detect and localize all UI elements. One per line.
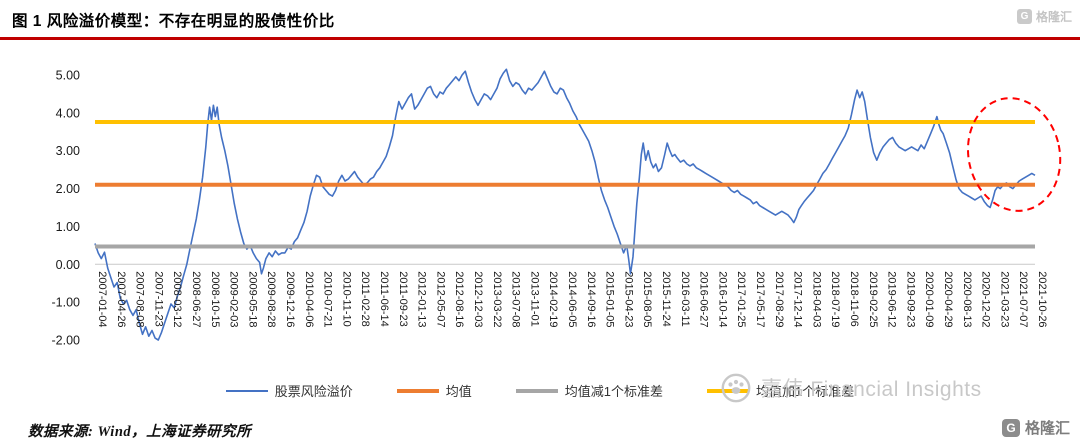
legend-swatch-orange-line xyxy=(396,388,439,393)
x-tick-label: 2012-05-07 xyxy=(434,271,446,327)
legend-label: 股票风险溢价 xyxy=(274,384,353,399)
x-tick-label: 2013-07-08 xyxy=(510,271,522,327)
x-tick-label: 2017-05-17 xyxy=(754,271,766,327)
watermark-paw-icon xyxy=(721,373,751,403)
x-tick-label: 2012-08-16 xyxy=(453,271,465,327)
x-tick-label: 2019-06-12 xyxy=(886,271,898,327)
x-tick-label: 2020-04-29 xyxy=(942,271,954,327)
x-tick-label: 2015-04-23 xyxy=(622,271,634,327)
x-tick-label: 2021-07-07 xyxy=(1017,271,1029,327)
x-tick-label: 2014-02-19 xyxy=(547,271,559,327)
x-tick-label: 2021-10-26 xyxy=(1036,271,1048,327)
x-tick-label: 2017-08-29 xyxy=(773,271,785,327)
legend-item-mean-plus-1std: 均值加1个标准差 xyxy=(707,381,854,400)
y-tick-label: -2.00 xyxy=(52,334,81,348)
y-tick-label: 2.00 xyxy=(56,182,80,196)
gelonghui-logo-text: 格隆汇 xyxy=(1024,420,1070,437)
x-tick-label: 2007-08-08 xyxy=(134,271,146,327)
gelonghui-logo-text: 格隆汇 xyxy=(1035,10,1072,24)
x-tick-label: 2011-06-14 xyxy=(378,271,390,326)
x-tick-label: 2018-07-19 xyxy=(829,271,841,327)
x-tick-label: 2014-09-16 xyxy=(585,271,597,327)
x-tick-label: 2010-11-10 xyxy=(340,271,352,326)
legend-swatch-gray-line xyxy=(515,388,558,393)
legend-label: 均值加1个标准差 xyxy=(756,384,855,399)
y-tick-label: 4.00 xyxy=(56,106,80,120)
x-tick-label: 2009-12-16 xyxy=(284,271,296,327)
legend-item-equity-risk-premium: 股票风险溢价 xyxy=(225,381,353,400)
y-tick-label: 1.00 xyxy=(56,220,80,234)
legend-swatch-blue-line xyxy=(225,389,268,392)
x-tick-label: 2015-11-24 xyxy=(660,271,672,326)
gelonghui-logo-top: G 格隆汇 xyxy=(1016,8,1072,25)
legend-label: 均值 xyxy=(445,384,472,399)
risk-premium-chart: 5.00 4.00 3.00 2.00 1.00 0.00 -1.00 -2.00 2007-0… xyxy=(52,68,1062,348)
x-tick-label: 2015-08-05 xyxy=(641,271,653,327)
x-tick-label: 2013-03-22 xyxy=(491,271,503,327)
legend-label: 均值减1个标准差 xyxy=(564,384,664,399)
chart-legend: 股票风险溢价 均值 均值减1个标准差 均值加1个标准差 xyxy=(0,381,1080,400)
x-tick-label: 2011-09-23 xyxy=(397,271,409,326)
x-tick-label: 2007-04-26 xyxy=(115,271,127,327)
x-tick-label: 2019-02-25 xyxy=(867,271,879,327)
x-tick-label: 2020-08-13 xyxy=(961,271,973,327)
y-tick-label: 5.00 xyxy=(56,69,80,83)
x-tick-label: 2018-04-03 xyxy=(810,271,822,327)
figure-title: 图 1 风险溢价模型：不存在明显的股债性价比 xyxy=(12,13,335,30)
x-tick-label: 2008-06-27 xyxy=(190,271,202,327)
x-tick-label: 2008-10-15 xyxy=(209,271,221,327)
x-tick-label: 2009-08-28 xyxy=(265,271,277,327)
y-tick-label: 3.00 xyxy=(56,144,80,158)
x-tick-label: 2009-02-03 xyxy=(228,271,240,327)
title-underline xyxy=(0,37,1080,40)
x-tick-label: 2007-11-23 xyxy=(152,271,164,326)
x-tick-label: 2016-03-11 xyxy=(679,271,691,326)
x-tick-label: 2013-11-01 xyxy=(528,271,540,326)
legend-item-mean: 均值 xyxy=(396,381,472,400)
x-tick-label: 2015-01-05 xyxy=(604,271,616,327)
x-tick-label: 2010-07-21 xyxy=(322,271,334,327)
x-tick-label: 2007-01-04 xyxy=(96,271,108,327)
gelonghui-icon: G xyxy=(1016,9,1032,24)
x-tick-label: 2012-01-13 xyxy=(416,271,428,327)
x-tick-label: 2020-12-02 xyxy=(980,271,992,327)
x-tick-label: 2020-01-09 xyxy=(923,271,935,327)
gelonghui-icon: G xyxy=(1001,418,1020,437)
watermark-text: 嘉伟 Financial Insights xyxy=(761,378,982,401)
x-tick-label: 2010-04-06 xyxy=(303,271,315,327)
x-tick-label: 2021-03-23 xyxy=(998,271,1010,327)
x-tick-label: 2016-10-14 xyxy=(716,271,728,327)
x-tick-label: 2008-03-12 xyxy=(171,271,183,327)
y-tick-label: -1.00 xyxy=(52,296,81,310)
legend-item-mean-minus-1std: 均值减1个标准差 xyxy=(515,381,664,400)
x-tick-label: 2012-12-03 xyxy=(472,271,484,327)
legend-swatch-yellow-line xyxy=(707,388,750,393)
data-source-note: 数据来源: Wind，上海证券研究所 xyxy=(28,424,252,440)
x-tick-label: 2018-11-06 xyxy=(848,271,860,326)
x-tick-label: 2011-02-28 xyxy=(359,271,371,326)
gelonghui-logo-bottom: G 格隆汇 xyxy=(1001,417,1070,438)
x-tick-label: 2019-09-23 xyxy=(904,271,916,327)
x-tick-label: 2016-06-27 xyxy=(698,271,710,327)
x-tick-label: 2017-01-25 xyxy=(735,271,747,327)
watermark: 嘉伟 Financial Insights xyxy=(720,372,982,404)
highlight-ellipse xyxy=(966,97,1062,212)
x-tick-label: 2017-12-14 xyxy=(792,271,804,327)
x-tick-label: 2014-06-05 xyxy=(566,271,578,327)
x-tick-label: 2009-05-18 xyxy=(246,271,258,327)
y-tick-label: 0.00 xyxy=(56,258,80,272)
